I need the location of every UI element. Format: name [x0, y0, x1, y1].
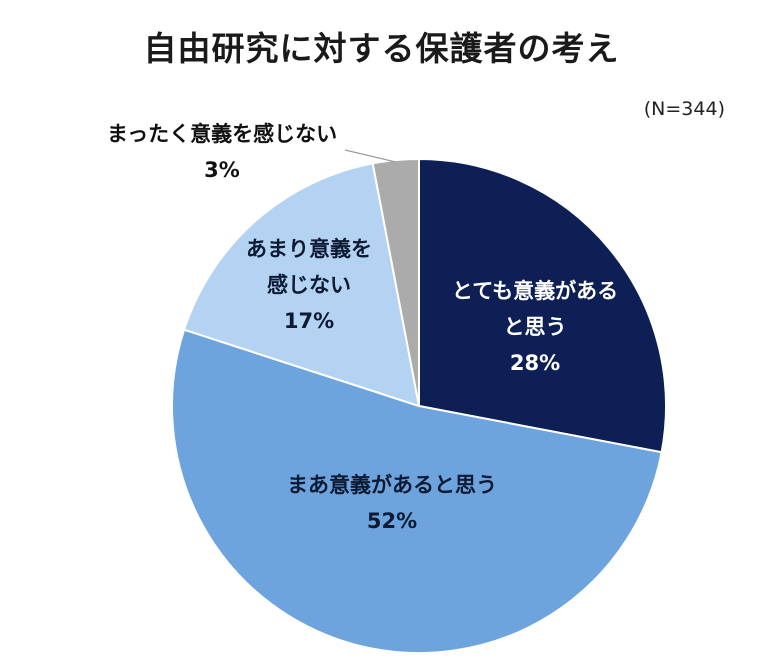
slice-category-label: 感じない	[267, 273, 351, 297]
slice-not-very-meaningful	[182, 162, 421, 408]
label-very-meaningful: とても意義があると思う 28%	[452, 279, 618, 375]
slice-category-label: と思う	[504, 315, 567, 339]
chart-title: 自由研究に対する保護者の考え	[143, 29, 620, 68]
slice-value-label: 3%	[204, 158, 240, 182]
slice-category-label: あまり意義を	[246, 237, 372, 261]
label-not-meaningful: まったく意義を感じない 3%	[107, 122, 337, 182]
slice-category-label: まあ意義があると思う	[287, 473, 497, 497]
slice-value-label: 17%	[284, 309, 334, 333]
sample-size-note: (N=344)	[643, 98, 725, 120]
slice-very-meaningful	[418, 157, 667, 454]
slice-value-label: 28%	[510, 351, 560, 375]
slice-not-meaningful	[371, 157, 420, 407]
slice-category-label: まったく意義を感じない	[107, 122, 337, 146]
slice-value-label: 52%	[367, 509, 417, 533]
label-not-very-meaningful: あまり意義を感じない 17%	[246, 237, 372, 333]
leader-line	[344, 149, 397, 163]
slice-category-label: とても意義がある	[452, 279, 618, 303]
slice-somewhat-meaningful	[170, 328, 663, 655]
label-somewhat-meaningful: まあ意義があると思う 52%	[287, 473, 497, 533]
